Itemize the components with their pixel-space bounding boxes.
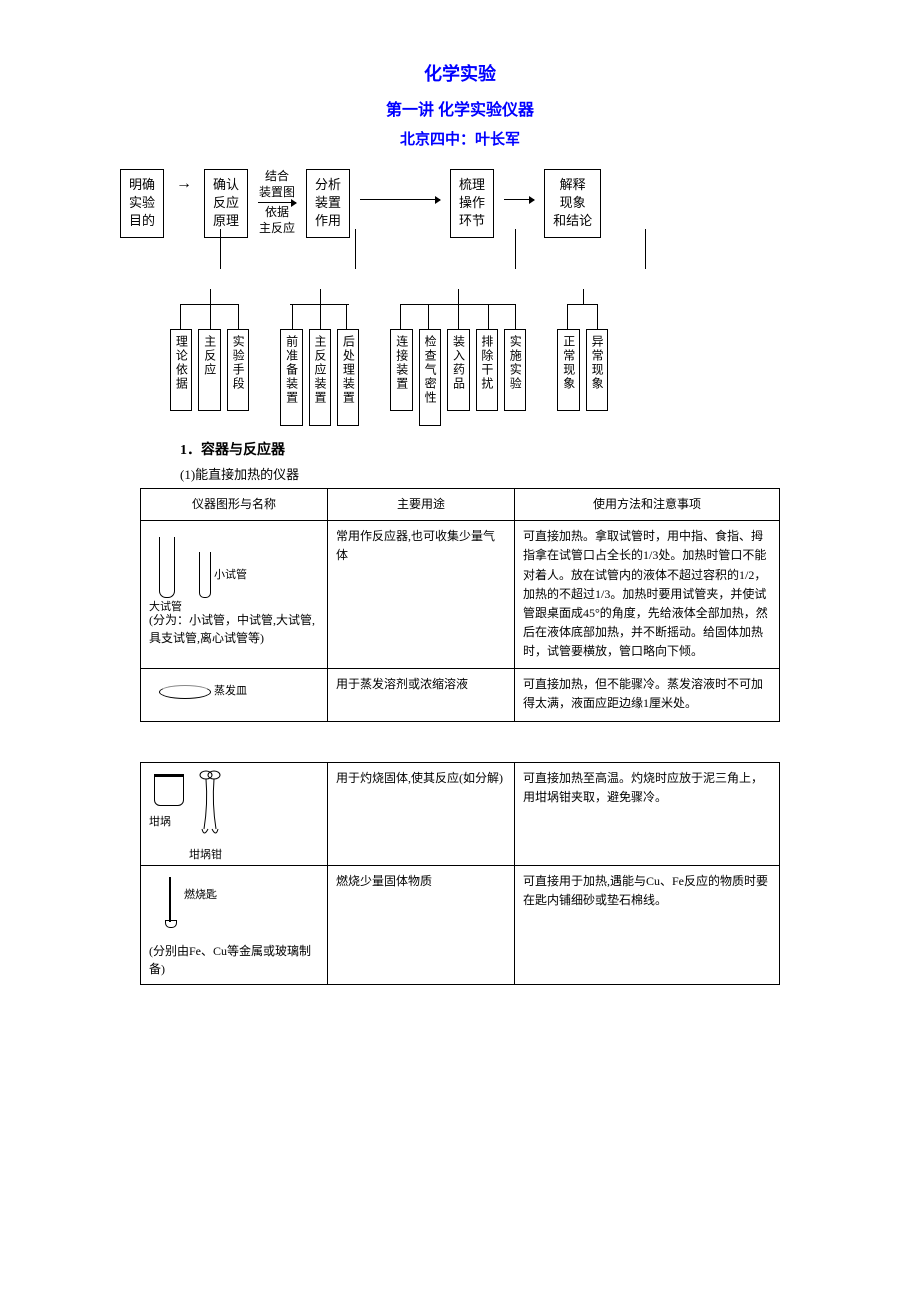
instruments-table-1: 仪器图形与名称 主要用途 使用方法和注意事项 小试管 大试管 (分为：小试管，中… xyxy=(140,488,780,722)
connector xyxy=(390,304,526,329)
label-spoon: 燃烧匙 xyxy=(184,887,217,905)
section-heading: 1．容器与反应器 xyxy=(180,439,840,459)
title-sub: 第一讲 化学实验仪器 xyxy=(80,96,840,120)
arrow-icon xyxy=(504,199,534,200)
flow-box-2: 确认 反应 原理 xyxy=(204,169,248,238)
vbox: 连接装置 xyxy=(390,329,412,411)
connector-line xyxy=(220,229,221,269)
instruments-table-2: 坩埚 坩埚钳 用于灼烧固体,使其反应(如分解) 可直接加热至高温。灼烧时应放于泥… xyxy=(140,762,780,985)
title-author: 北京四中：叶长军 xyxy=(80,128,840,149)
vbox: 主反应装置 xyxy=(309,329,331,426)
test-tube-icon: 小试管 大试管 xyxy=(149,527,319,607)
flow-group-4: 正常现象 异常现象 xyxy=(557,329,608,426)
cell-notes: 可直接加热。拿取试管时，用中指、食指、拇指拿在试管口占全长的1/3处。加热时管口… xyxy=(515,521,780,668)
label-crucible: 坩埚 xyxy=(149,814,171,832)
table-row: 小试管 大试管 (分为：小试管，中试管,大试管,具支试管,离心试管等) 常用作反… xyxy=(141,521,780,668)
flow-group-3: 连接装置 检查气密性 装入药品 排除干扰 实施实验 xyxy=(390,329,526,426)
crucible-icon: 坩埚 坩埚钳 xyxy=(149,769,319,859)
title-main: 化学实验 xyxy=(80,60,840,86)
combustion-spoon-icon: 燃烧匙 xyxy=(149,872,319,942)
vbox: 异常现象 xyxy=(586,329,608,411)
cell-use: 用于灼烧固体,使其反应(如分解) xyxy=(328,762,515,865)
vbox: 装入药品 xyxy=(447,329,469,411)
vbox: 主反应 xyxy=(198,329,220,411)
connector-line xyxy=(515,229,516,269)
flow-box-1: 明确 实验 目的 xyxy=(120,169,164,238)
cell-use: 用于蒸发溶剂或浓缩溶液 xyxy=(328,668,515,721)
connector xyxy=(280,304,359,329)
flow-box-5: 解释 现象 和结论 xyxy=(544,169,601,238)
arrow-icon xyxy=(174,169,194,199)
flow-group-2: 前准备装置 主反应装置 后处理装置 xyxy=(280,329,359,426)
cell-use: 常用作反应器,也可收集少量气体 xyxy=(328,521,515,668)
th-notes: 使用方法和注意事项 xyxy=(515,489,780,521)
vbox: 前准备装置 xyxy=(280,329,302,426)
vbox: 实施实验 xyxy=(504,329,526,411)
cell-use: 燃烧少量固体物质 xyxy=(328,865,515,984)
flow-group-1: 理论依据 主反应 实验手段 xyxy=(170,329,249,426)
flow-box-4: 梳理 操作 环节 xyxy=(450,169,494,238)
vbox: 理论依据 xyxy=(170,329,192,411)
label-dish: 蒸发皿 xyxy=(214,683,247,701)
label-big-tube: 大试管 xyxy=(149,599,182,617)
flow-label-bottom: 依据 主反应 xyxy=(259,205,295,236)
vbox: 实验手段 xyxy=(227,329,249,411)
table-row: 蒸发皿 用于蒸发溶剂或浓缩溶液 可直接加热，但不能骤冷。蒸发溶液时不可加得太满，… xyxy=(141,668,780,721)
flow-label-top: 结合 装置图 xyxy=(259,169,295,200)
connector-line xyxy=(645,229,646,269)
title-block: 化学实验 第一讲 化学实验仪器 北京四中：叶长军 xyxy=(80,60,840,149)
evaporating-dish-icon: 蒸发皿 xyxy=(149,680,319,710)
th-use: 主要用途 xyxy=(328,489,515,521)
connector xyxy=(170,304,249,329)
flow-box-3: 分析 装置 作用 xyxy=(306,169,350,238)
vbox: 排除干扰 xyxy=(476,329,498,411)
spoon-material-note: (分别由Fe、Cu等金属或玻璃制备) xyxy=(149,942,319,978)
cell-notes: 可直接加热至高温。灼烧时应放于泥三角上，用坩埚钳夹取，避免骤冷。 xyxy=(515,762,780,865)
connector-line xyxy=(355,229,356,269)
cell-notes: 可直接用于加热,遇能与Cu、Fe反应的物质时要在匙内铺细砂或垫石棉线。 xyxy=(515,865,780,984)
vbox: 检查气密性 xyxy=(419,329,441,426)
label-tongs: 坩埚钳 xyxy=(189,847,222,865)
arrow-icon xyxy=(360,199,440,200)
tongs-icon xyxy=(194,769,224,844)
flowchart: 明确 实验 目的 确认 反应 原理 结合 装置图 依据 主反应 分析 装置 作用… xyxy=(120,169,840,409)
label-small-tube: 小试管 xyxy=(214,567,247,585)
cell-notes: 可直接加热，但不能骤冷。蒸发溶液时不可加得太满，液面应距边缘1厘米处。 xyxy=(515,668,780,721)
table-row: 坩埚 坩埚钳 用于灼烧固体,使其反应(如分解) 可直接加热至高温。灼烧时应放于泥… xyxy=(141,762,780,865)
section-sub: (1)能直接加热的仪器 xyxy=(180,464,840,483)
vbox: 正常现象 xyxy=(557,329,579,411)
vbox: 后处理装置 xyxy=(337,329,359,426)
connector xyxy=(557,304,608,329)
table-row: 燃烧匙 (分别由Fe、Cu等金属或玻璃制备) 燃烧少量固体物质 可直接用于加热,… xyxy=(141,865,780,984)
th-name: 仪器图形与名称 xyxy=(141,489,328,521)
